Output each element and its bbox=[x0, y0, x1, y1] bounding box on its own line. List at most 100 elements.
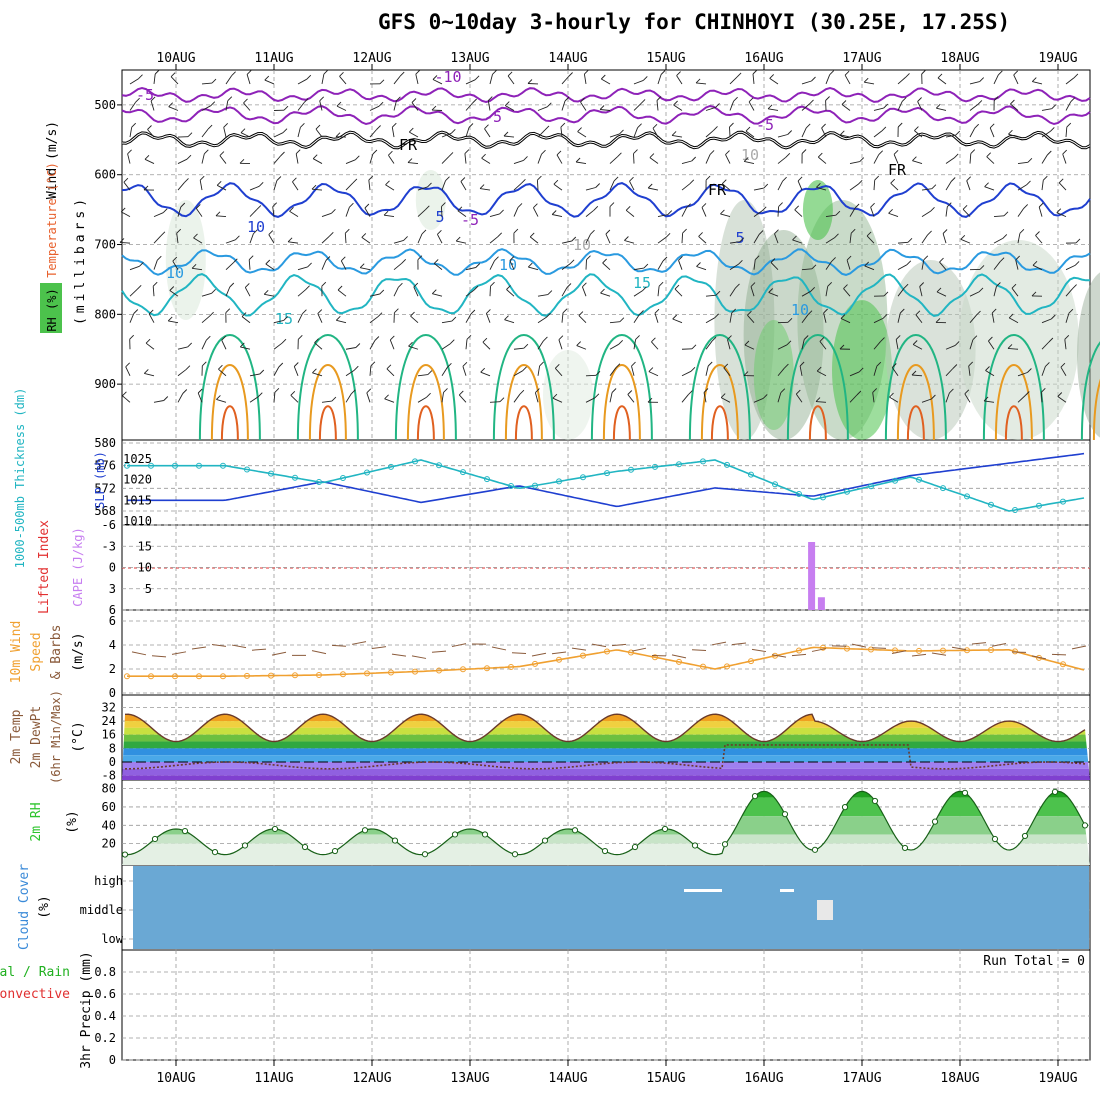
wind-barb bbox=[193, 237, 203, 244]
wind-barb-flag bbox=[744, 340, 750, 346]
wind-barb bbox=[936, 291, 947, 297]
wind-barb bbox=[873, 154, 880, 164]
wind-barb bbox=[962, 208, 971, 217]
wind-barb-flag bbox=[1051, 104, 1057, 110]
wind-barb bbox=[1017, 184, 1027, 191]
wind-barb-flag bbox=[300, 122, 305, 128]
wind-barb bbox=[170, 76, 179, 85]
wind-barb-flag bbox=[691, 156, 697, 162]
wind-barb bbox=[873, 341, 881, 350]
wind-barb bbox=[912, 344, 923, 350]
wind-barb bbox=[945, 134, 956, 138]
wind-barb-flag bbox=[949, 388, 954, 394]
wind-barb-flag bbox=[964, 389, 970, 395]
isotherm-30 bbox=[1004, 405, 1023, 441]
wind-barb-flag bbox=[1008, 129, 1013, 135]
wind-barb-flag bbox=[953, 153, 959, 159]
wind-barb-flag bbox=[199, 175, 205, 181]
wind-barb bbox=[153, 400, 164, 403]
rh-marker bbox=[841, 804, 849, 811]
wind-barb-flag bbox=[906, 260, 912, 266]
wind-barb bbox=[216, 184, 227, 191]
contour-label: 10 bbox=[247, 218, 265, 236]
wind-barb bbox=[1062, 153, 1067, 164]
thickness-line-marker bbox=[916, 476, 922, 483]
thickness-line-marker bbox=[700, 458, 706, 465]
isotherm-20 bbox=[982, 334, 1045, 441]
wind-barb-flag bbox=[335, 132, 341, 138]
wind-barb-flag bbox=[571, 236, 577, 242]
wind-barb bbox=[1064, 339, 1067, 350]
rh-marker bbox=[751, 792, 759, 800]
wind-barb bbox=[1011, 287, 1019, 297]
wind-barb-flag bbox=[120, 207, 126, 213]
wind-barb bbox=[720, 213, 731, 218]
wind-barb bbox=[654, 313, 659, 323]
wind-barb-10m bbox=[231, 644, 247, 649]
wind-barb-flag bbox=[490, 281, 495, 287]
wind-barb bbox=[1017, 208, 1025, 217]
wind-speed-line bbox=[127, 646, 1085, 678]
wind-barb-flag bbox=[143, 185, 149, 191]
temp-tick: 32 bbox=[102, 700, 116, 714]
wind-speed-line-marker bbox=[988, 647, 994, 653]
wind-barb-flag bbox=[931, 184, 937, 190]
wind-barb bbox=[729, 126, 731, 138]
wind-barb bbox=[503, 135, 515, 138]
wind-barb-flag bbox=[797, 176, 803, 182]
wind-barb-flag bbox=[340, 256, 346, 262]
wind-barb-flag bbox=[468, 123, 474, 128]
wind-barb bbox=[464, 153, 467, 164]
wind-barb-flag bbox=[527, 262, 533, 268]
wind-barb bbox=[413, 286, 419, 297]
wind-barb-flag bbox=[232, 258, 238, 264]
isotherm-20 bbox=[590, 334, 653, 441]
wind-barb bbox=[969, 81, 980, 85]
rh-shading bbox=[543, 350, 593, 440]
wind-barb bbox=[939, 261, 947, 270]
wind-barb bbox=[777, 206, 780, 217]
wind-barb-flag bbox=[328, 231, 334, 237]
wind-barb bbox=[533, 207, 539, 217]
wind-barb bbox=[985, 370, 995, 377]
wind-barb bbox=[801, 80, 812, 85]
temp-band bbox=[122, 755, 1090, 762]
wind-barb-flag bbox=[602, 258, 607, 264]
wind-barb bbox=[534, 392, 539, 403]
wind-barb bbox=[1008, 317, 1019, 324]
wind-barb bbox=[657, 214, 668, 218]
wind-barb-flag bbox=[144, 154, 150, 160]
wind-barb-flag bbox=[895, 335, 901, 340]
date-label-bottom: 15AUG bbox=[646, 1071, 685, 1086]
wind-tick: 2 bbox=[109, 662, 116, 676]
wind-speed-line-marker bbox=[844, 645, 850, 652]
wind-barb-flag bbox=[466, 334, 472, 340]
wind-barb bbox=[969, 104, 979, 111]
wind-barb-flag bbox=[482, 337, 488, 343]
wind-barb bbox=[273, 180, 278, 191]
wind-barb-flag bbox=[499, 209, 504, 215]
wind-barb bbox=[129, 313, 135, 323]
wind-barb bbox=[513, 393, 521, 403]
wind-barb-flag bbox=[253, 229, 258, 235]
wind-barb bbox=[768, 292, 779, 297]
wind-speed-line-marker bbox=[604, 648, 610, 655]
wind-barb-flag bbox=[705, 175, 711, 181]
wind-barb-flag bbox=[714, 313, 720, 319]
wind-barb bbox=[489, 213, 500, 218]
wind-barb-flag bbox=[278, 362, 284, 368]
wind-barb-flag bbox=[911, 370, 917, 376]
wind-barb bbox=[197, 392, 203, 403]
wind-barb-flag bbox=[462, 361, 468, 367]
wind-barb bbox=[388, 154, 395, 164]
wind-barb bbox=[870, 207, 875, 217]
wind-barb-flag bbox=[829, 70, 835, 76]
temp-tick: 8 bbox=[109, 741, 116, 755]
wind-barb-flag bbox=[205, 335, 211, 341]
wind-barb bbox=[917, 101, 923, 111]
wind-speed-line-marker bbox=[148, 673, 154, 680]
wind-barb-flag bbox=[248, 255, 254, 261]
rh-tick: 20 bbox=[102, 837, 116, 851]
rh-marker bbox=[361, 827, 369, 834]
wind-barb bbox=[750, 286, 755, 297]
